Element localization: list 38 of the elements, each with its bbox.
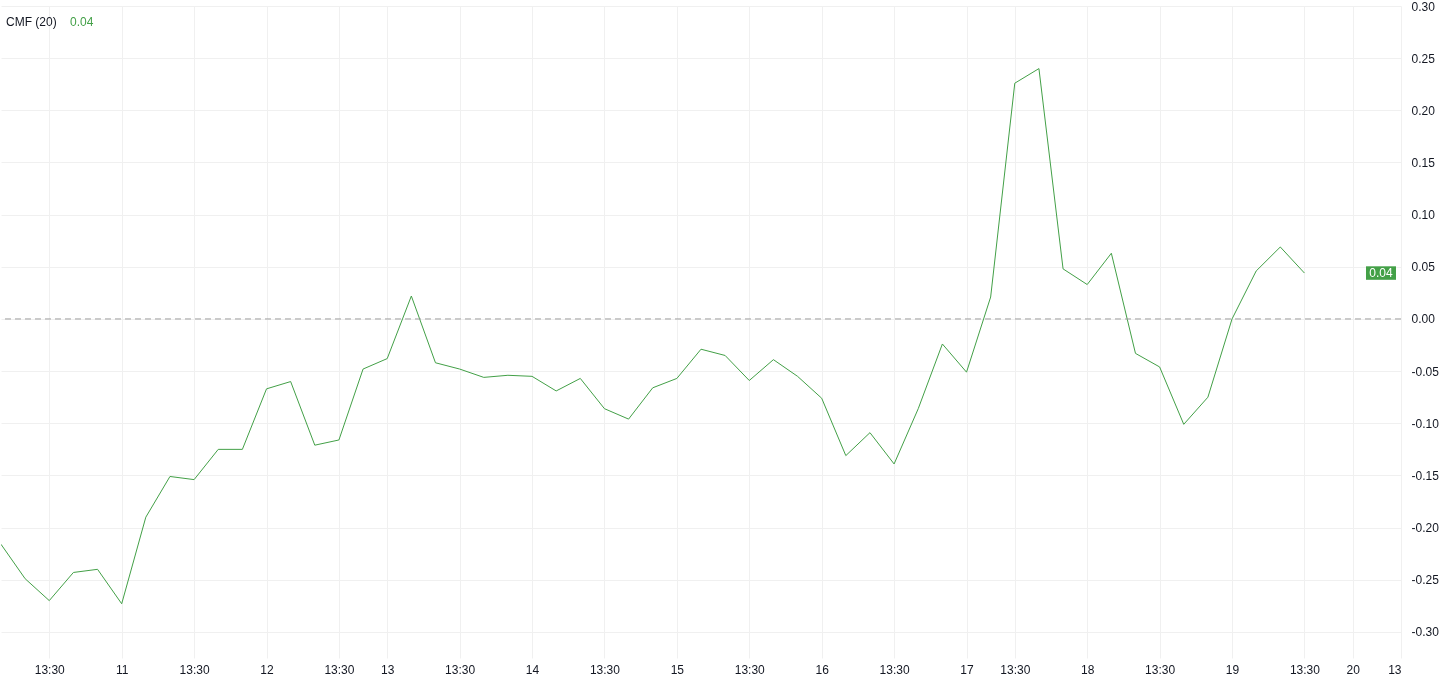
x-tick-label: 11 — [115, 662, 129, 677]
x-tick-label: 13 — [381, 662, 395, 677]
x-tick-label: 13:30 — [1145, 662, 1176, 677]
y-tick-label: -0.25 — [1411, 573, 1440, 588]
y-tick-label: -0.10 — [1411, 416, 1440, 431]
y-tick-label: 0.00 — [1411, 312, 1436, 327]
x-tick-label: 13 — [1388, 662, 1402, 677]
y-tick-label: -0.15 — [1411, 468, 1440, 483]
x-tick-label: 15 — [670, 662, 685, 677]
y-tick-label: -0.20 — [1411, 521, 1440, 536]
x-tick-label: 13:30 — [1289, 662, 1321, 677]
x-tick-label: 17 — [960, 662, 975, 677]
x-tick-label: 18 — [1081, 662, 1095, 677]
annotation: 0.04 — [70, 15, 94, 29]
y-tick-label: -0.30 — [1411, 625, 1440, 640]
x-tick-label: 13:30 — [179, 662, 210, 677]
y-tick-label: -0.05 — [1411, 364, 1440, 379]
y-tick-label: 0.10 — [1411, 208, 1436, 223]
y-tick-label: 0.30 — [1411, 0, 1436, 14]
x-tick-label: 13:30 — [734, 662, 766, 677]
x-tick-label: 20 — [1346, 662, 1361, 677]
y-tick-label: 0.05 — [1411, 260, 1436, 275]
x-tick-label: 12 — [260, 662, 275, 677]
x-tick-label: 16 — [815, 662, 830, 677]
x-tick-label: 13:30 — [34, 662, 66, 677]
text: 0.04 — [1369, 266, 1393, 281]
x-tick-label: 14 — [525, 662, 540, 677]
x-tick-label: 19 — [1225, 662, 1240, 677]
x-tick-label: 13:30 — [879, 662, 910, 677]
y-tick-label: 0.25 — [1411, 51, 1436, 66]
x-tick-label: 13:30 — [324, 662, 355, 677]
line-series — [1, 68, 1305, 605]
x-tick-label: 13:30 — [589, 662, 621, 677]
text: CMF (20) — [6, 15, 57, 29]
y-tick-label: 0.15 — [1411, 155, 1436, 170]
x-tick-label: 13:30 — [445, 662, 476, 677]
y-tick-label: 0.20 — [1411, 103, 1436, 118]
x-tick-label: 13:30 — [1000, 662, 1031, 677]
